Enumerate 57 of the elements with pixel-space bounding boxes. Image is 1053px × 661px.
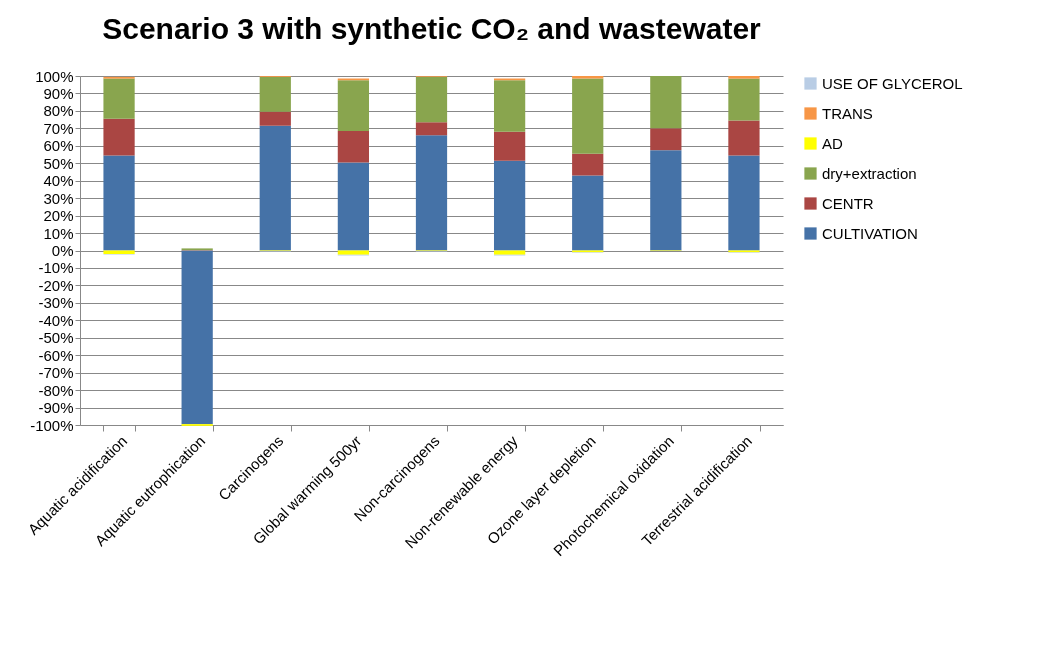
bar bbox=[337, 250, 370, 255]
legend-label: USE OF GLYCEROL bbox=[822, 74, 963, 92]
y-tick-label: 100% bbox=[35, 67, 74, 85]
y-tick-label: -40% bbox=[38, 311, 74, 329]
bar bbox=[103, 78, 135, 119]
bar bbox=[650, 150, 682, 251]
y-tick-label: -60% bbox=[38, 346, 74, 364]
bar bbox=[572, 76, 604, 79]
legend-label: CENTR bbox=[822, 194, 874, 212]
bar bbox=[650, 128, 682, 151]
bar bbox=[259, 125, 291, 251]
y-tick-label: 50% bbox=[43, 154, 74, 172]
bar bbox=[103, 155, 135, 251]
y-tick-label: 60% bbox=[43, 137, 74, 155]
legend-label: AD bbox=[822, 134, 843, 152]
legend-label: dry+extraction bbox=[822, 164, 917, 182]
y-tick-label: 40% bbox=[43, 172, 74, 190]
y-tick-label: -10% bbox=[38, 259, 74, 277]
chart-title: Scenario 3 with synthetic CO₂ and wastewater bbox=[102, 12, 762, 45]
y-tick-label: 80% bbox=[43, 102, 74, 120]
bar bbox=[259, 76, 291, 112]
y-tick-label: -100% bbox=[30, 416, 74, 434]
bar bbox=[415, 135, 448, 251]
legend-label: CULTIVATION bbox=[822, 224, 918, 242]
bar bbox=[337, 130, 370, 163]
bar bbox=[259, 111, 291, 126]
bar bbox=[181, 250, 213, 425]
y-tick-label: 90% bbox=[43, 84, 74, 102]
bar bbox=[415, 122, 448, 136]
y-tick-label: -50% bbox=[38, 329, 74, 347]
bar bbox=[650, 76, 682, 129]
y-tick-label: 70% bbox=[43, 119, 74, 137]
bar bbox=[493, 80, 526, 132]
bar bbox=[415, 76, 448, 123]
bar bbox=[728, 155, 760, 251]
bar bbox=[337, 80, 370, 131]
bar bbox=[572, 153, 604, 176]
bar bbox=[493, 160, 526, 251]
bar bbox=[572, 78, 604, 154]
bar bbox=[337, 162, 370, 251]
y-tick-label: -90% bbox=[38, 399, 74, 417]
y-tick-label: 30% bbox=[43, 189, 74, 207]
bar bbox=[728, 78, 760, 121]
y-tick-label: -70% bbox=[38, 364, 74, 382]
y-tick-label: 20% bbox=[43, 207, 74, 225]
bar bbox=[728, 120, 760, 156]
bar bbox=[103, 118, 135, 156]
y-tick-label: 10% bbox=[43, 224, 74, 242]
y-tick-label: -20% bbox=[38, 276, 74, 294]
bar bbox=[493, 131, 526, 161]
y-tick-label: -30% bbox=[38, 294, 74, 312]
bar bbox=[728, 76, 760, 79]
bar bbox=[493, 250, 526, 255]
y-tick-label: -80% bbox=[38, 381, 74, 399]
y-tick-label: 0% bbox=[51, 242, 74, 259]
bar bbox=[572, 175, 604, 251]
legend-label: TRANS bbox=[822, 104, 873, 122]
